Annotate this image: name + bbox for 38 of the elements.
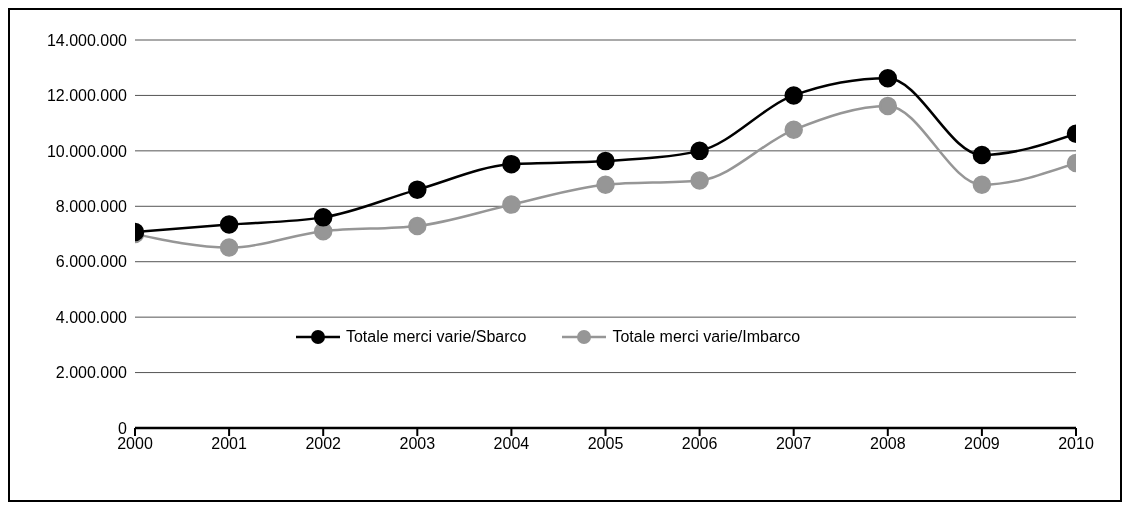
point: [502, 154, 521, 174]
point: [784, 120, 803, 140]
x-tick-label: 2000: [117, 435, 153, 453]
y-tick-label: 6.000.000: [55, 253, 128, 271]
point: [502, 195, 521, 214]
y-tick-label: 2.000.000: [55, 364, 128, 382]
y-tick-label: 14.000.000: [46, 31, 128, 49]
x-tick-label: 2005: [587, 435, 624, 453]
point: [878, 69, 898, 88]
x-tick-label: 2007: [775, 435, 812, 453]
x-tick-label: 2002: [305, 435, 342, 453]
y-tick-label: 10.000.000: [46, 142, 128, 160]
x-tick-label: 2006: [681, 435, 718, 453]
x-tick-label: 2010: [1058, 435, 1094, 453]
point: [596, 151, 615, 171]
x-tick-label: 2009: [964, 435, 1000, 453]
point: [408, 180, 427, 199]
legend-label: Totale merci varie/Imbarco: [612, 328, 801, 346]
x-tick-label: 2004: [493, 435, 530, 453]
point: [219, 215, 239, 234]
point: [313, 208, 333, 227]
point: [219, 238, 239, 257]
x-tick-label: 2008: [870, 435, 906, 453]
y-tick-label: 12.000.000: [46, 87, 128, 105]
point: [972, 145, 992, 165]
point: [878, 96, 898, 116]
y-tick-label: 4.000.000: [55, 308, 128, 326]
point: [690, 141, 709, 161]
point: [972, 175, 992, 194]
point: [690, 171, 709, 190]
point: [596, 175, 615, 194]
point: [784, 86, 803, 105]
y-tick-label: 8.000.000: [55, 197, 128, 215]
x-tick-label: 2001: [211, 435, 247, 453]
point: [408, 216, 427, 236]
legend-label: Totale merci varie/Sbarco: [345, 328, 527, 346]
y-tick-label: 0: [118, 419, 128, 437]
x-tick-label: 2003: [399, 435, 436, 453]
